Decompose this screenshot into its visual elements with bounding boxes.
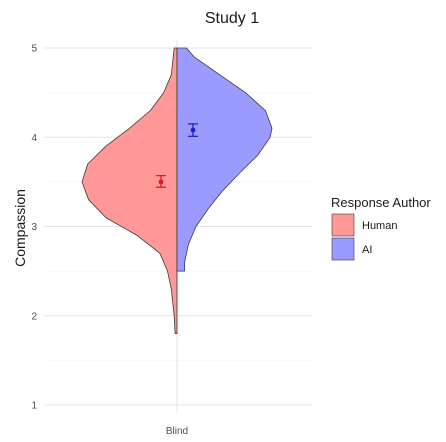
y-tick-label: 2	[31, 311, 37, 322]
y-tick-label: 1	[31, 401, 37, 412]
mean-point-ai	[190, 127, 196, 133]
legend-label-human: Human	[362, 220, 397, 232]
y-tick-labels: 1 2 3 4 5	[31, 44, 37, 412]
violin-half-ai	[176, 47, 273, 272]
legend-label-ai: AI	[362, 244, 372, 256]
legend-swatch-ai	[331, 237, 355, 261]
legend-swatch-human	[331, 213, 355, 237]
chart-title: Study 1	[205, 10, 259, 27]
violin-half-human	[81, 47, 178, 334]
y-tick-label: 3	[31, 222, 37, 233]
mean-point-human	[158, 179, 164, 185]
x-tick-label: Blind	[166, 426, 188, 437]
y-tick-label: 4	[31, 133, 37, 144]
legend: Response Author Human AI	[331, 195, 431, 261]
y-tick-label: 5	[31, 44, 37, 55]
legend-title: Response Author	[331, 195, 431, 210]
violin-group	[81, 47, 273, 334]
y-axis-label: Compassion	[12, 189, 28, 267]
mean-markers	[156, 123, 198, 188]
x-tick-labels: Blind	[166, 426, 188, 437]
